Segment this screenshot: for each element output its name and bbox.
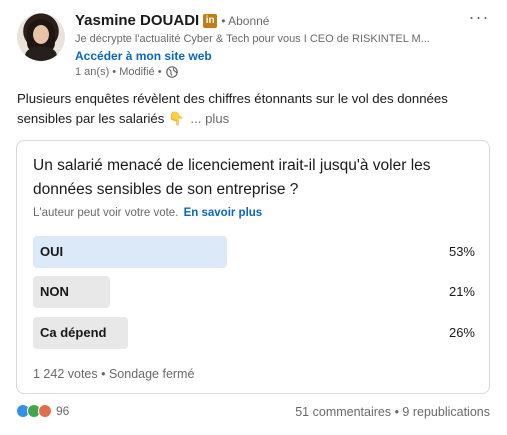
poll-option-bar	[33, 276, 110, 308]
linkedin-premium-icon: in	[203, 13, 218, 28]
poll-option-oui: OUI 53%	[33, 236, 475, 268]
poll-question: Un salarié menacé de licenciement irait-…	[33, 157, 431, 198]
post-meta-text: 1 an(s) • Modifié •	[75, 66, 162, 78]
social-counts: 96 51 commentaires • 9 republications	[16, 404, 490, 424]
poll-note: L'auteur peut voir votre vote. En savoir…	[33, 207, 262, 219]
poll-option-bar	[33, 317, 129, 349]
poll: Un salarié menacé de licenciement irait-…	[16, 140, 490, 394]
poll-option-percent: 53%	[448, 244, 475, 259]
comments-reposts-count[interactable]: 51 commentaires • 9 republications	[295, 405, 490, 419]
post-meta: 1 an(s) • Modifié •	[75, 66, 178, 78]
poll-option-percent: 26%	[448, 325, 475, 340]
author-avatar[interactable]	[17, 13, 65, 61]
poll-option-label: OUI	[40, 244, 64, 259]
globe-icon	[165, 66, 178, 78]
poll-option-label: NON	[40, 284, 69, 299]
poll-footer: 1 242 votes • Sondage fermé	[33, 367, 195, 381]
love-icon	[38, 404, 52, 418]
author-headline: Je décrypte l'actualité Cyber & Tech pou…	[75, 33, 430, 45]
see-more-link[interactable]: ... plus	[190, 111, 230, 126]
learn-more-link[interactable]: En savoir plus	[183, 207, 263, 219]
avatar-face	[33, 25, 49, 44]
author-name[interactable]: Yasmine DOUADI	[75, 12, 200, 29]
poll-option-non: NON 21%	[33, 276, 475, 308]
avatar-body	[25, 46, 57, 61]
more-options-button[interactable]: ···	[468, 7, 490, 27]
poll-note-text: L'auteur peut voir votre vote.	[33, 207, 179, 219]
poll-option-label: Ca dépend	[40, 325, 107, 340]
post-body: Plusieurs enquêtes révèlent des chiffres…	[17, 91, 448, 126]
website-link[interactable]: Accéder à mon site web	[75, 49, 212, 63]
follow-state: • Abonné	[221, 13, 270, 28]
reactions-summary[interactable]: 96	[16, 404, 69, 418]
reaction-count: 96	[56, 404, 70, 418]
poll-option-percent: 21%	[448, 284, 475, 299]
post-text: Plusieurs enquêtes révèlent des chiffres…	[17, 89, 489, 129]
poll-option-ca-depend: Ca dépend 26%	[33, 317, 475, 349]
poll-option-bar	[33, 236, 227, 268]
author-line: Yasmine DOUADI in • Abonné	[75, 12, 269, 29]
